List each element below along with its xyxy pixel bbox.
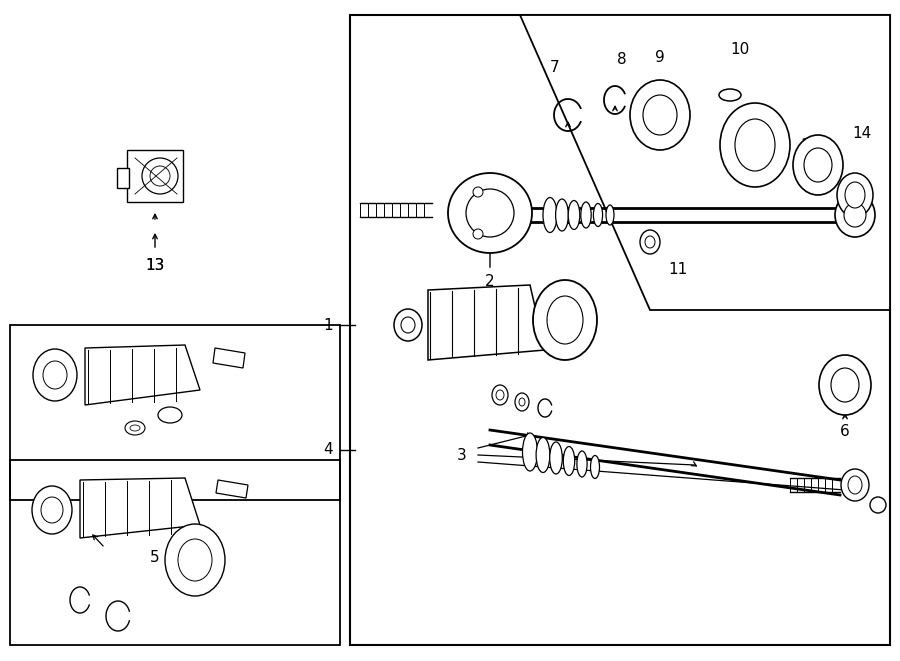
Ellipse shape [804,148,832,182]
Bar [10,460,340,645]
Bar [117,168,129,188]
Ellipse shape [466,189,514,237]
Ellipse shape [130,425,140,431]
Ellipse shape [125,421,145,435]
Ellipse shape [831,368,859,402]
Ellipse shape [178,539,212,581]
Polygon shape [80,478,200,538]
Text: 14: 14 [852,126,871,141]
Ellipse shape [448,173,532,253]
Ellipse shape [550,442,562,474]
Text: 2: 2 [485,274,495,290]
Ellipse shape [33,349,77,401]
Ellipse shape [793,135,843,195]
Ellipse shape [841,469,869,501]
Ellipse shape [580,202,591,228]
Ellipse shape [473,187,483,197]
Ellipse shape [606,205,614,225]
Ellipse shape [837,173,873,217]
Ellipse shape [590,455,599,479]
Ellipse shape [819,355,871,415]
Ellipse shape [870,497,886,513]
Ellipse shape [515,393,529,411]
Polygon shape [213,348,245,368]
Text: 9: 9 [655,50,665,65]
Ellipse shape [593,204,603,227]
Polygon shape [428,285,545,360]
Ellipse shape [150,166,170,186]
Ellipse shape [43,361,67,389]
Text: 13: 13 [145,258,165,272]
Ellipse shape [735,119,775,171]
Polygon shape [520,15,890,310]
Ellipse shape [563,446,575,475]
Text: 8: 8 [617,52,626,67]
Ellipse shape [32,486,72,534]
Text: 1: 1 [323,317,333,332]
Ellipse shape [555,199,569,231]
Text: 4: 4 [323,442,333,457]
Ellipse shape [720,103,790,187]
Ellipse shape [533,280,597,360]
Ellipse shape [41,497,63,523]
Ellipse shape [142,158,178,194]
Ellipse shape [577,451,587,477]
Ellipse shape [473,229,483,239]
Ellipse shape [519,398,525,406]
Ellipse shape [536,438,550,473]
Text: 11: 11 [669,262,688,278]
Ellipse shape [165,524,225,596]
Ellipse shape [640,230,660,254]
Ellipse shape [844,203,866,227]
Ellipse shape [645,236,655,248]
Ellipse shape [401,317,415,333]
Ellipse shape [835,193,875,237]
Text: 7: 7 [550,61,560,75]
Ellipse shape [158,407,182,423]
Ellipse shape [568,200,580,229]
Ellipse shape [630,80,690,150]
Ellipse shape [492,385,508,405]
Text: 12: 12 [800,137,820,153]
Bar [350,15,890,645]
Ellipse shape [845,182,865,208]
Ellipse shape [719,89,741,101]
Text: 13: 13 [145,258,165,272]
Ellipse shape [547,296,583,344]
Ellipse shape [543,198,557,233]
Text: 3: 3 [457,447,467,463]
Ellipse shape [848,476,862,494]
Text: 10: 10 [731,42,750,58]
Text: 6: 6 [840,424,850,440]
Bar [127,150,183,202]
Polygon shape [216,480,248,498]
Ellipse shape [523,433,537,471]
Ellipse shape [394,309,422,341]
Bar [10,325,340,500]
Ellipse shape [643,95,677,135]
Ellipse shape [496,390,504,400]
Text: 5: 5 [150,551,160,566]
Polygon shape [85,345,200,405]
